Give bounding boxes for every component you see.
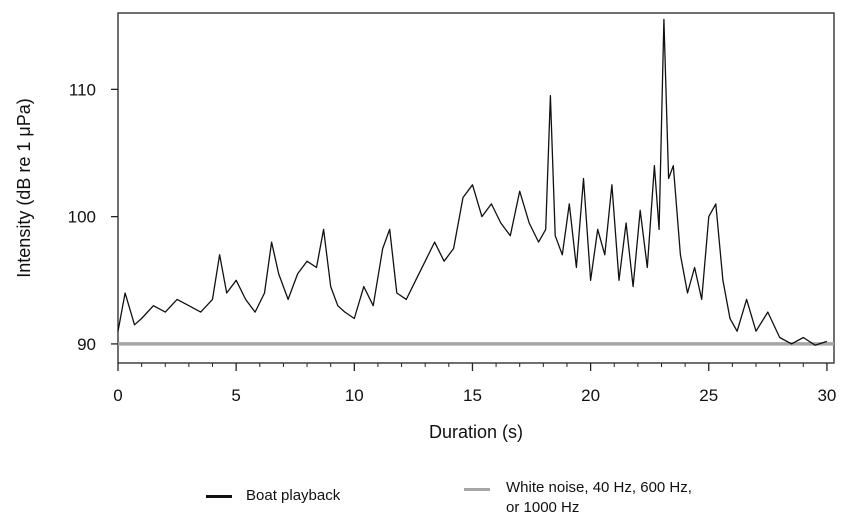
y-tick-label: 90 xyxy=(77,335,96,354)
x-tick-label: 10 xyxy=(345,386,364,405)
legend-label-boat: Boat playback xyxy=(246,487,341,504)
legend-swatch-boat xyxy=(206,494,232,498)
x-tick-label: 30 xyxy=(817,386,836,405)
x-tick-label: 20 xyxy=(581,386,600,405)
x-tick-label: 25 xyxy=(699,386,718,405)
legend-item-white-noise: White noise, 40 Hz, 600 Hz, or 1000 Hz xyxy=(464,478,696,518)
y-axis-label: Intensity (dB re 1 μPa) xyxy=(14,98,34,277)
y-tick-label: 100 xyxy=(68,208,96,227)
x-tick-label: 15 xyxy=(463,386,482,405)
legend-item-boat: Boat playback xyxy=(206,486,340,506)
y-axis: 90 100 110 xyxy=(68,80,118,354)
legend-label-white-noise: White noise, 40 Hz, 600 Hz, or 1000 Hz xyxy=(506,479,692,516)
x-tick-label: 0 xyxy=(113,386,122,405)
x-axis-label: Duration (s) xyxy=(429,422,523,442)
x-tick-label: 5 xyxy=(231,386,240,405)
series-line-boat-playback xyxy=(117,18,828,346)
legend-swatch-white-noise xyxy=(464,488,490,491)
series-layer xyxy=(117,18,834,346)
x-axis: 0 5 10 15 20 25 30 xyxy=(113,363,836,405)
y-tick-label: 110 xyxy=(69,80,96,99)
plot-area-frame xyxy=(117,12,835,364)
